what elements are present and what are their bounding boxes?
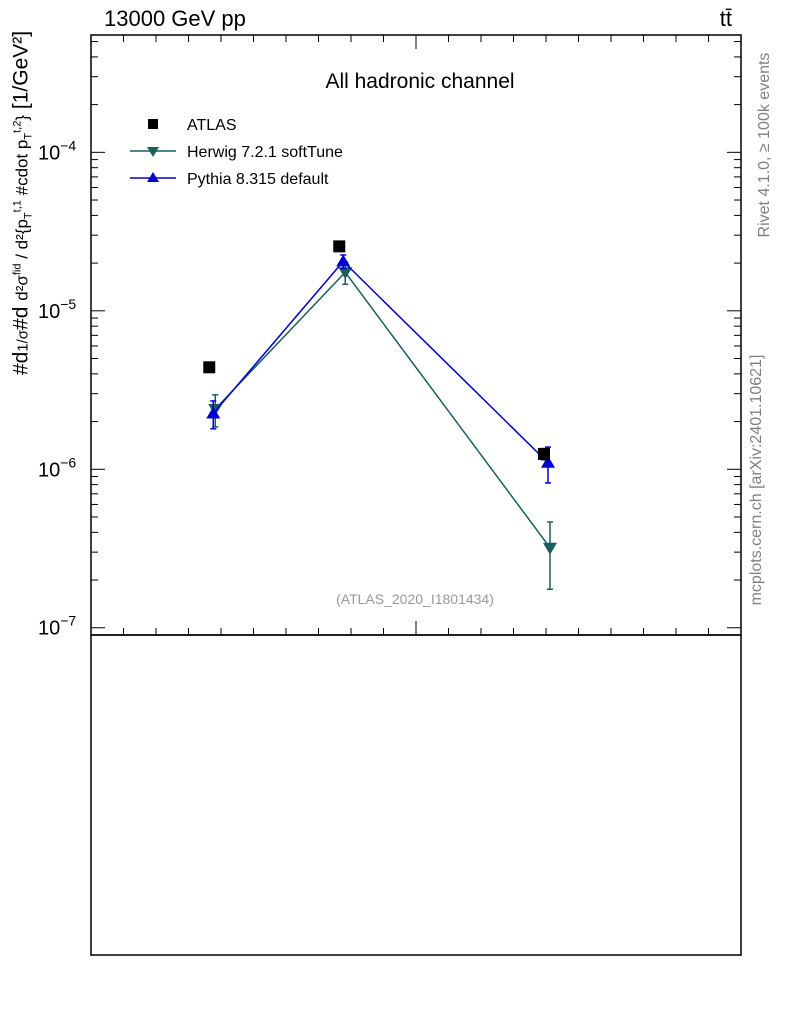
ratio-plot-frame	[90, 634, 742, 956]
data-point-triangle-down	[338, 267, 353, 280]
header-final-state-label: tt̄	[719, 6, 732, 31]
data-point-triangle-down	[543, 542, 557, 555]
analysis-watermark: (ATLAS_2020_I1801434)	[336, 591, 494, 607]
series-herwig-7-2-1-softtune	[208, 261, 557, 590]
data-point-triangle-down	[147, 147, 159, 157]
series-line	[212, 260, 549, 464]
legend-label: Herwig 7.2.1 softTune	[187, 144, 343, 161]
series-pythia-8-315-default	[206, 254, 555, 484]
y-tick-label: 10−7	[38, 613, 76, 640]
data-point-triangle-up	[206, 406, 221, 419]
legend-label: Pythia 8.315 default	[187, 171, 329, 188]
legend-label: ATLAS	[187, 117, 237, 134]
legend-entry: ATLAS	[148, 117, 237, 134]
data-point-square	[203, 361, 216, 374]
series-line	[214, 271, 551, 549]
y-tick-label: 10−4	[38, 137, 76, 164]
header-process-label: 13000 GeV pp	[104, 6, 246, 31]
legend-entry: Pythia 8.315 default	[130, 171, 329, 188]
chart-title: All hadronic channel	[325, 70, 514, 93]
axis-ticks	[91, 35, 742, 636]
data-point-square	[148, 119, 158, 129]
y-tick-labels: 10−7 10−6 10−5 10−4	[38, 137, 76, 639]
data-point-triangle-up	[336, 254, 351, 267]
y-tick-label: 10−6	[38, 454, 76, 481]
data-point-triangle-up	[147, 172, 159, 182]
legend-entry: Herwig 7.2.1 softTune	[130, 144, 343, 161]
series-layer	[203, 240, 557, 590]
y-tick-label: 10−5	[38, 296, 76, 323]
data-point-square	[538, 447, 550, 460]
series-atlas	[203, 240, 550, 461]
legend: ATLAS Herwig 7.2.1 softTune Pythia 8.315 d…	[130, 117, 343, 188]
data-point-square	[333, 240, 346, 253]
data-point-triangle-up	[541, 455, 555, 468]
